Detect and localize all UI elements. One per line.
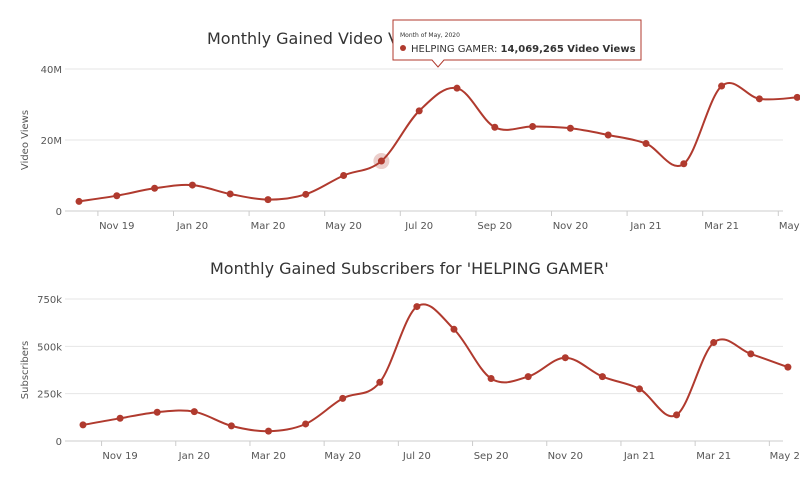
tooltip-series-name: HELPING GAMER: (411, 44, 497, 55)
subscribers-data-point[interactable] (561, 354, 569, 362)
subscribers-data-point[interactable] (747, 350, 755, 358)
tooltip-value: 14,069,265 Video Views (501, 44, 636, 55)
subscribers-y-axis: 0 250k 500k 750k (37, 295, 62, 448)
views-x-tick-label: Nov 20 (553, 221, 588, 232)
views-data-point[interactable] (302, 190, 310, 198)
subscribers-x-axis: Nov 19 Jan 20 Mar 20 May 20 Jul 20 Sep 20 Nov … (101, 441, 800, 462)
views-data-point[interactable] (566, 124, 574, 132)
views-data-point[interactable] (604, 131, 612, 139)
subscribers-x-tick-label: Jan 20 (178, 451, 210, 462)
views-data-point[interactable] (377, 157, 385, 165)
subscribers-data-point[interactable] (339, 394, 347, 402)
subscribers-data-point[interactable] (636, 385, 643, 393)
views-data-point[interactable] (264, 196, 272, 204)
views-x-tick-label: Jan 21 (629, 221, 661, 232)
views-gridlines (65, 68, 783, 212)
views-series-line (78, 82, 798, 203)
subscribers-x-tick-label: Jan 21 (623, 451, 655, 462)
subscribers-data-point[interactable] (524, 373, 532, 381)
views-data-point[interactable] (453, 84, 461, 92)
subscribers-series-points (79, 303, 792, 435)
views-x-tick-label: Jan 20 (176, 221, 208, 232)
svg-text:HELPING GAMER: 14,069,265 Vide: HELPING GAMER: 14,069,265 Video Views (411, 44, 636, 55)
subscribers-x-tick-label: Jul 20 (402, 451, 431, 462)
views-data-point[interactable] (188, 181, 196, 189)
tooltip-box (392, 19, 642, 68)
subscribers-data-point[interactable] (116, 414, 124, 422)
views-data-point[interactable] (529, 123, 537, 131)
subscribers-chart-title: Monthly Gained Subscribers for 'HELPING … (210, 259, 609, 278)
subscribers-data-point[interactable] (450, 325, 458, 333)
subscribers-x-tick-label: Sep 20 (474, 451, 509, 462)
views-y-tick-label: 40M (41, 65, 62, 76)
views-x-tick-label: May 21 (779, 221, 800, 232)
views-data-point[interactable] (226, 190, 234, 198)
subscribers-data-point[interactable] (153, 408, 161, 416)
subscribers-data-point[interactable] (265, 427, 272, 435)
views-data-point[interactable] (340, 172, 348, 179)
views-data-point[interactable] (642, 140, 650, 148)
subscribers-data-point[interactable] (79, 421, 87, 429)
subscribers-data-point[interactable] (598, 373, 606, 381)
subscribers-data-point[interactable] (673, 411, 681, 419)
subscribers-x-tick-label: Mar 21 (696, 451, 731, 462)
views-x-axis: Nov 19 Jan 20 Mar 20 May 20 Jul 20 Sep 20 Nov … (97, 211, 800, 232)
views-x-tick-label: Nov 19 (99, 221, 134, 232)
views-data-point[interactable] (680, 160, 688, 168)
subscribers-y-tick-label: 0 (56, 437, 62, 448)
subscribers-data-point[interactable] (487, 375, 495, 383)
subscribers-y-tick-label: 500k (37, 342, 62, 353)
subscribers-x-tick-label: May 20 (324, 451, 361, 462)
tooltip-header: Month of May, 2020 (400, 32, 460, 39)
views-x-tick-label: Mar 21 (704, 221, 739, 232)
views-series-points (75, 82, 800, 205)
subscribers-x-tick-label: Nov 19 (102, 451, 137, 462)
subscribers-x-tick-label: Nov 20 (548, 451, 583, 462)
subscribers-data-point[interactable] (302, 420, 310, 428)
subscribers-data-point[interactable] (190, 408, 198, 416)
subscribers-chart: Nov 19 Jan 20 Mar 20 May 20 Jul 20 Sep 20 Nov … (20, 259, 800, 462)
subscribers-x-tick-label: May 21 (770, 451, 800, 462)
views-data-point[interactable] (755, 95, 763, 103)
subscribers-y-tick-label: 250k (37, 390, 62, 401)
views-y-axis-label: Video Views (20, 110, 31, 170)
views-data-point[interactable] (415, 107, 423, 115)
tooltip-series-marker (400, 45, 406, 51)
views-data-point[interactable] (793, 93, 800, 101)
views-x-tick-label: Jul 20 (404, 221, 433, 232)
subscribers-gridlines (65, 298, 783, 442)
subscribers-series-line (82, 303, 789, 433)
views-data-point[interactable] (491, 123, 499, 131)
views-data-point[interactable] (151, 184, 159, 192)
subscribers-data-point[interactable] (710, 339, 718, 347)
views-y-axis: 0 20M 40M (41, 65, 62, 218)
subscribers-y-axis-label: Subscribers (20, 341, 31, 399)
views-x-tick-label: Sep 20 (477, 221, 512, 232)
views-x-tick-label: May 20 (325, 221, 362, 232)
subscribers-data-point[interactable] (413, 303, 421, 311)
views-y-tick-label: 20M (41, 136, 62, 147)
views-data-point[interactable] (718, 82, 726, 90)
views-data-point[interactable] (113, 192, 121, 200)
subscribers-data-point[interactable] (376, 378, 384, 386)
views-y-tick-label: 0 (56, 207, 62, 218)
tooltip: Month of May, 2020 HELPING GAMER: 14,069… (392, 19, 642, 68)
subscribers-y-tick-label: 750k (37, 295, 62, 306)
subscribers-x-tick-label: Mar 20 (251, 451, 286, 462)
views-x-tick-label: Mar 20 (251, 221, 286, 232)
subscribers-data-point[interactable] (784, 363, 792, 371)
subscribers-data-point[interactable] (227, 422, 235, 430)
views-data-point[interactable] (75, 197, 83, 205)
